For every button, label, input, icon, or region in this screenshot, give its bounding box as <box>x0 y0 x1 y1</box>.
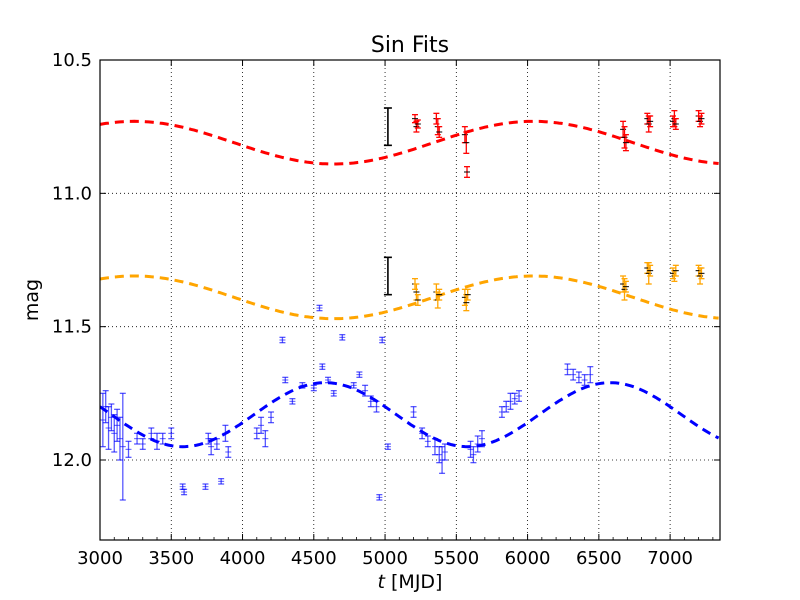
y-axis-label: mag <box>21 279 43 321</box>
data-point <box>218 479 224 484</box>
data-point <box>134 433 140 444</box>
data-point <box>168 428 174 439</box>
chart-title: Sin Fits <box>371 33 449 58</box>
data-point <box>697 116 703 127</box>
data-point <box>140 439 146 450</box>
data-point <box>465 289 471 300</box>
data-point <box>160 433 166 444</box>
data-point <box>623 281 629 292</box>
data-point <box>647 265 653 276</box>
data-point <box>148 428 154 439</box>
data-point <box>120 393 126 500</box>
data-point <box>279 337 285 342</box>
data-point <box>512 393 518 404</box>
data-point <box>108 404 114 431</box>
data-point <box>644 263 650 274</box>
plot-area <box>100 108 719 500</box>
data-point <box>376 495 382 500</box>
data-point <box>503 401 509 412</box>
data-point <box>425 436 431 447</box>
data-point <box>316 305 322 310</box>
data-point <box>117 417 123 460</box>
data-point <box>180 484 186 489</box>
data-point <box>436 289 442 300</box>
data-point <box>436 127 442 138</box>
data-point <box>696 265 702 276</box>
data-point <box>154 433 160 449</box>
data-point <box>126 441 132 457</box>
data-point <box>331 391 337 396</box>
y-tick-label: 12.0 <box>52 450 92 471</box>
x-tick-label: 5500 <box>433 548 479 569</box>
reference-errorbar <box>384 108 392 145</box>
x-axis-label: t [MJD] <box>378 571 443 593</box>
data-point <box>225 447 231 458</box>
data-point <box>202 484 208 489</box>
data-point <box>222 425 228 441</box>
data-point <box>462 127 468 143</box>
data-point <box>374 401 380 412</box>
data-point <box>339 335 345 340</box>
x-tick-label: 3000 <box>77 548 123 569</box>
data-point <box>622 127 628 148</box>
data-point <box>385 444 391 449</box>
x-axis-label-rest: [MJD] <box>385 571 443 593</box>
data-point <box>413 284 419 300</box>
y-tick-label: 10.5 <box>52 50 92 71</box>
x-tick-label: 6000 <box>505 548 551 569</box>
x-tick-label: 6500 <box>576 548 622 569</box>
data-point <box>582 375 588 386</box>
axis-ticks: 3000 3500 4000 4500 5000 5500 6000 6500 7000 10.5… <box>52 50 720 569</box>
data-point <box>464 167 470 178</box>
data-points <box>100 108 705 500</box>
data-point <box>673 265 679 276</box>
data-point <box>647 116 653 127</box>
data-point <box>516 391 522 402</box>
data-point <box>576 372 582 383</box>
data-point <box>289 399 295 404</box>
data-point <box>670 116 676 127</box>
data-point <box>282 377 288 382</box>
x-tick-label: 4000 <box>220 548 266 569</box>
data-point <box>100 393 106 446</box>
data-point <box>379 337 385 342</box>
data-point <box>463 132 469 153</box>
data-point <box>698 268 704 279</box>
data-point <box>570 369 576 380</box>
data-point <box>106 407 112 450</box>
data-point <box>587 367 593 383</box>
y-tick-label: 11.5 <box>52 317 92 338</box>
x-tick-label: 4500 <box>291 548 337 569</box>
data-point <box>351 383 357 388</box>
data-point <box>564 364 570 375</box>
data-point <box>419 428 425 439</box>
data-point <box>181 489 187 494</box>
data-point <box>673 119 679 130</box>
x-tick-label: 7000 <box>647 548 693 569</box>
data-point <box>670 268 676 279</box>
data-point <box>111 415 117 452</box>
data-point <box>268 412 274 423</box>
y-tick-label: 11.0 <box>52 183 92 204</box>
x-tick-label: 3500 <box>148 548 194 569</box>
data-point <box>311 385 317 390</box>
data-point <box>356 372 362 377</box>
fit-curve-2 <box>100 383 719 447</box>
data-point <box>319 364 325 369</box>
data-point <box>644 113 650 124</box>
data-point <box>411 407 417 418</box>
data-point <box>698 113 704 124</box>
x-tick-label: 5000 <box>362 548 408 569</box>
